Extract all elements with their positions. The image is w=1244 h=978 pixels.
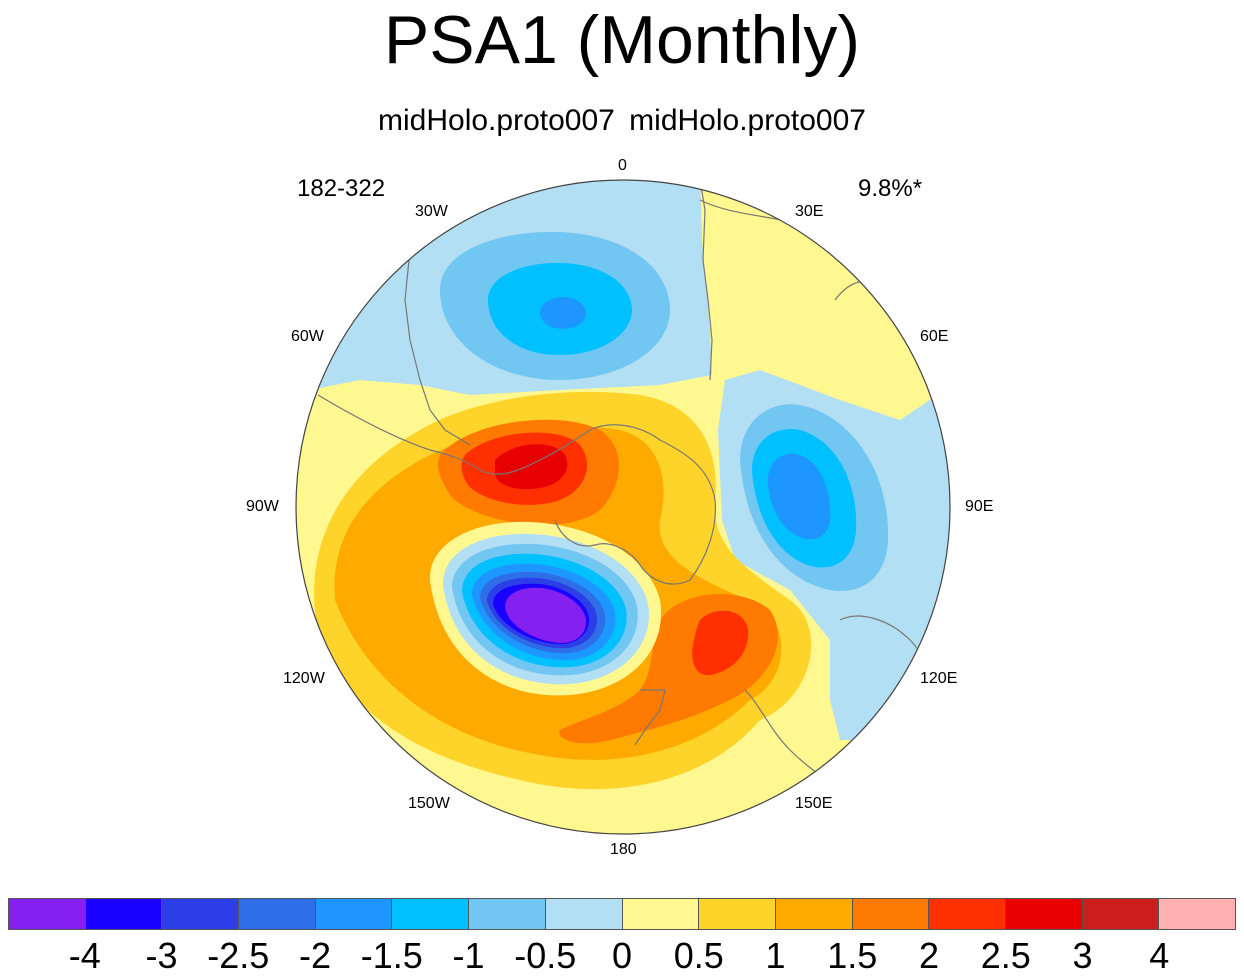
colorbar-box [239, 899, 316, 929]
colorbar-box [622, 899, 700, 929]
colorbar-box [545, 899, 623, 929]
lon-label-90w: 90W [246, 498, 279, 515]
colorbar-box [1159, 899, 1235, 929]
lon-label-60e: 60E [920, 328, 949, 345]
colorbar [8, 898, 1236, 930]
coast-antarctica [479, 424, 717, 585]
colorbar-box [469, 899, 546, 929]
colorbar-box [9, 899, 86, 929]
field-pos-4b [692, 610, 749, 676]
colorbar-box [85, 899, 163, 929]
polar-map [295, 179, 951, 835]
colorbar-tick-label: 3 [1072, 935, 1093, 976]
anomaly-field [296, 180, 950, 834]
lon-label-120w: 120W [283, 670, 325, 687]
time-range-label: 182-322 [297, 175, 386, 202]
colorbar-box [315, 899, 393, 929]
lon-label-120e: 120E [920, 670, 958, 687]
map-boundary [295, 179, 951, 835]
colorbar-tick-label: -3 [145, 935, 178, 976]
colorbar-tick-label: -0.5 [514, 935, 577, 976]
coast-new-zealand [634, 689, 666, 746]
colorbar-tick-label: 2.5 [980, 935, 1031, 976]
coast-americas-east [404, 249, 471, 446]
lon-label-150e: 150E [795, 795, 833, 812]
colorbar-tick-label: 0 [611, 935, 633, 976]
field-neg-east-3 [768, 453, 831, 540]
colorbar-box [852, 899, 930, 929]
lon-label-90e: 90E [965, 498, 994, 515]
colorbar-tick-label: -2.5 [207, 935, 270, 976]
colorbar-box [392, 899, 470, 929]
colorbar-tick-label: 0.5 [673, 935, 724, 976]
field-neg-north-3 [540, 297, 586, 329]
colorbar-box [929, 899, 1006, 929]
lon-label-60w: 60W [291, 328, 324, 345]
colorbar-tick-label: 1 [765, 935, 786, 976]
plot-title: PSA1 (Monthly) [383, 2, 861, 78]
coast-africa-west [699, 180, 713, 381]
colorbar-tick-label: 2 [918, 935, 940, 976]
plot-subtitle: midHolo.proto007 midHolo.proto007 [378, 104, 866, 137]
colorbar-tick-label: -2 [298, 935, 332, 976]
lon-label-180: 180 [610, 841, 637, 858]
colorbar-box [699, 899, 776, 929]
colorbar-tick-label: 1.5 [827, 935, 878, 976]
lon-label-30w: 30W [415, 203, 448, 220]
lon-label-0: 0 [618, 157, 627, 174]
colorbar-tick-label: -4 [68, 935, 101, 976]
coast-americas-west [317, 394, 481, 471]
colorbar-box [775, 899, 853, 929]
lon-label-30e: 30E [795, 203, 824, 220]
colorbar-box [1005, 899, 1083, 929]
colorbar-tick-label: -1 [452, 935, 485, 976]
colorbar-tick-label: 4 [1149, 935, 1170, 976]
field-neg-south-8 [505, 587, 587, 643]
colorbar-box [1082, 899, 1160, 929]
variance-explained-label: 9.8%* [858, 175, 923, 202]
colorbar-tick-label: -1.5 [360, 935, 423, 976]
colorbar-box [162, 899, 240, 929]
lon-label-150w: 150W [408, 795, 450, 812]
